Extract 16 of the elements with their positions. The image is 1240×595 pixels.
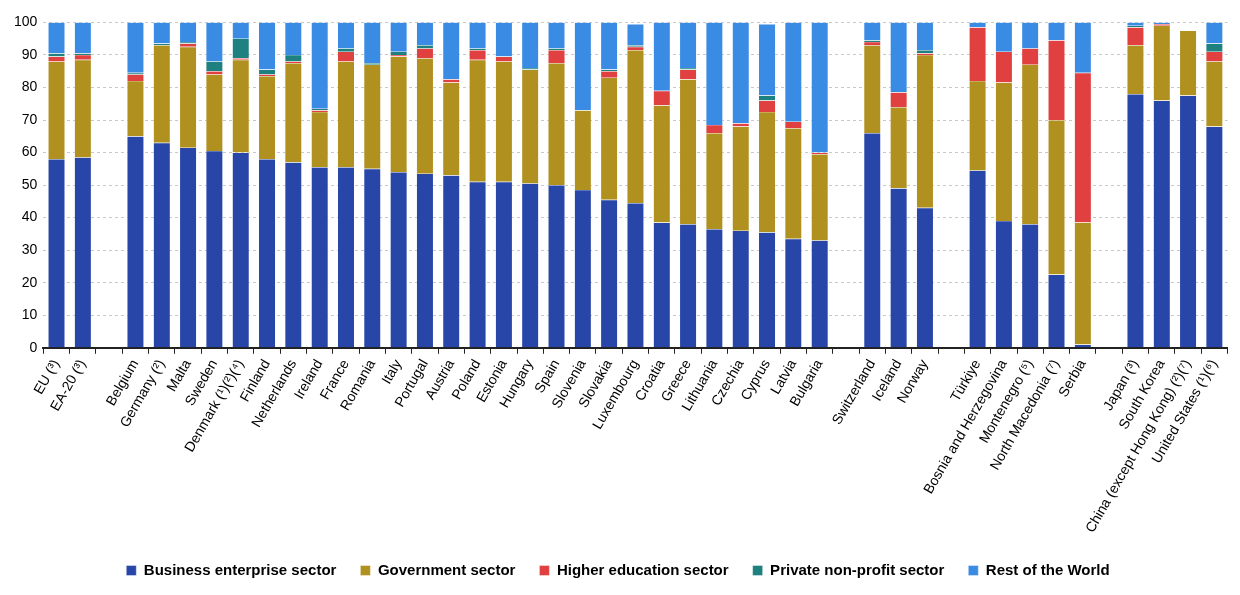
y-tick-label: 20 — [21, 273, 38, 290]
y-tick-label: 50 — [21, 175, 38, 192]
y-tick-label: 90 — [21, 45, 38, 62]
y-tick-label: 100 — [14, 13, 38, 30]
legend-label: Government sector — [377, 560, 516, 578]
y-tick-label: 70 — [21, 110, 38, 127]
legend-label: Business enterprise sector — [143, 560, 337, 578]
legend-label: Higher education sector — [556, 560, 729, 578]
y-tick-label: 60 — [21, 143, 38, 160]
y-tick-label: 30 — [21, 241, 38, 258]
y-tick-label: 0 — [29, 338, 38, 355]
y-tick-label: 10 — [21, 306, 38, 323]
y-tick-label: 40 — [21, 208, 38, 225]
legend-label: Rest of the World — [985, 560, 1110, 578]
y-tick-label: 80 — [21, 78, 38, 95]
legend-label: Private non-profit sector — [770, 560, 945, 578]
